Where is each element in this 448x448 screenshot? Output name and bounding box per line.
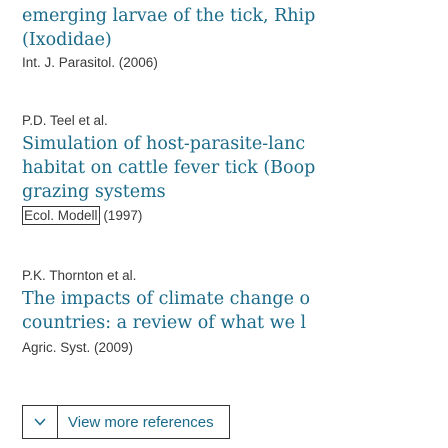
reference-title-line: The impacts of climate change o [22,289,311,309]
reference-title-line: countries: a review of what we l [22,313,307,333]
reference-title-link[interactable]: The impacts of climate change o countrie… [22,287,310,335]
reference-title-link[interactable]: emerging larvae of the tick, Rhip (Ixodi… [22,4,315,52]
reference-title-link[interactable]: Simulation of host-parasite-lanc habitat… [22,132,315,204]
reference-authors: P.D. Teel et al. [22,113,108,128]
reference-source: Agric. Syst. (2009) [22,340,134,355]
reference-title-line: grazing systems [22,182,166,202]
reference-title-line: Simulation of host-parasite-lanc [22,134,306,154]
reference-item: P.D. Teel et al. Simulation of host-para… [22,112,315,225]
reference-authors: P.K. Thornton et al. [22,268,137,283]
reference-title-line: habitat on cattle fever tick (Boop [22,158,316,178]
reference-item: emerging larvae of the tick, Rhip (Ixodi… [22,4,315,72]
reference-title-line: (Ixodidae) [22,30,112,50]
reference-source: Ecol. Modell (1997) [22,206,315,225]
chevron-down-icon [23,406,58,438]
reference-year: (1997) [103,208,143,223]
reference-item: P.K. Thornton et al. The impacts of clim… [22,267,310,357]
view-more-references-button[interactable]: View more references [22,405,230,439]
view-more-references-label: View more references [68,413,214,431]
reference-source: Int. J. Parasitol. (2006) [22,55,158,70]
reference-title-line: emerging larvae of the tick, Rhip [22,6,316,26]
reference-journal-link[interactable]: Ecol. Modell [22,206,100,225]
